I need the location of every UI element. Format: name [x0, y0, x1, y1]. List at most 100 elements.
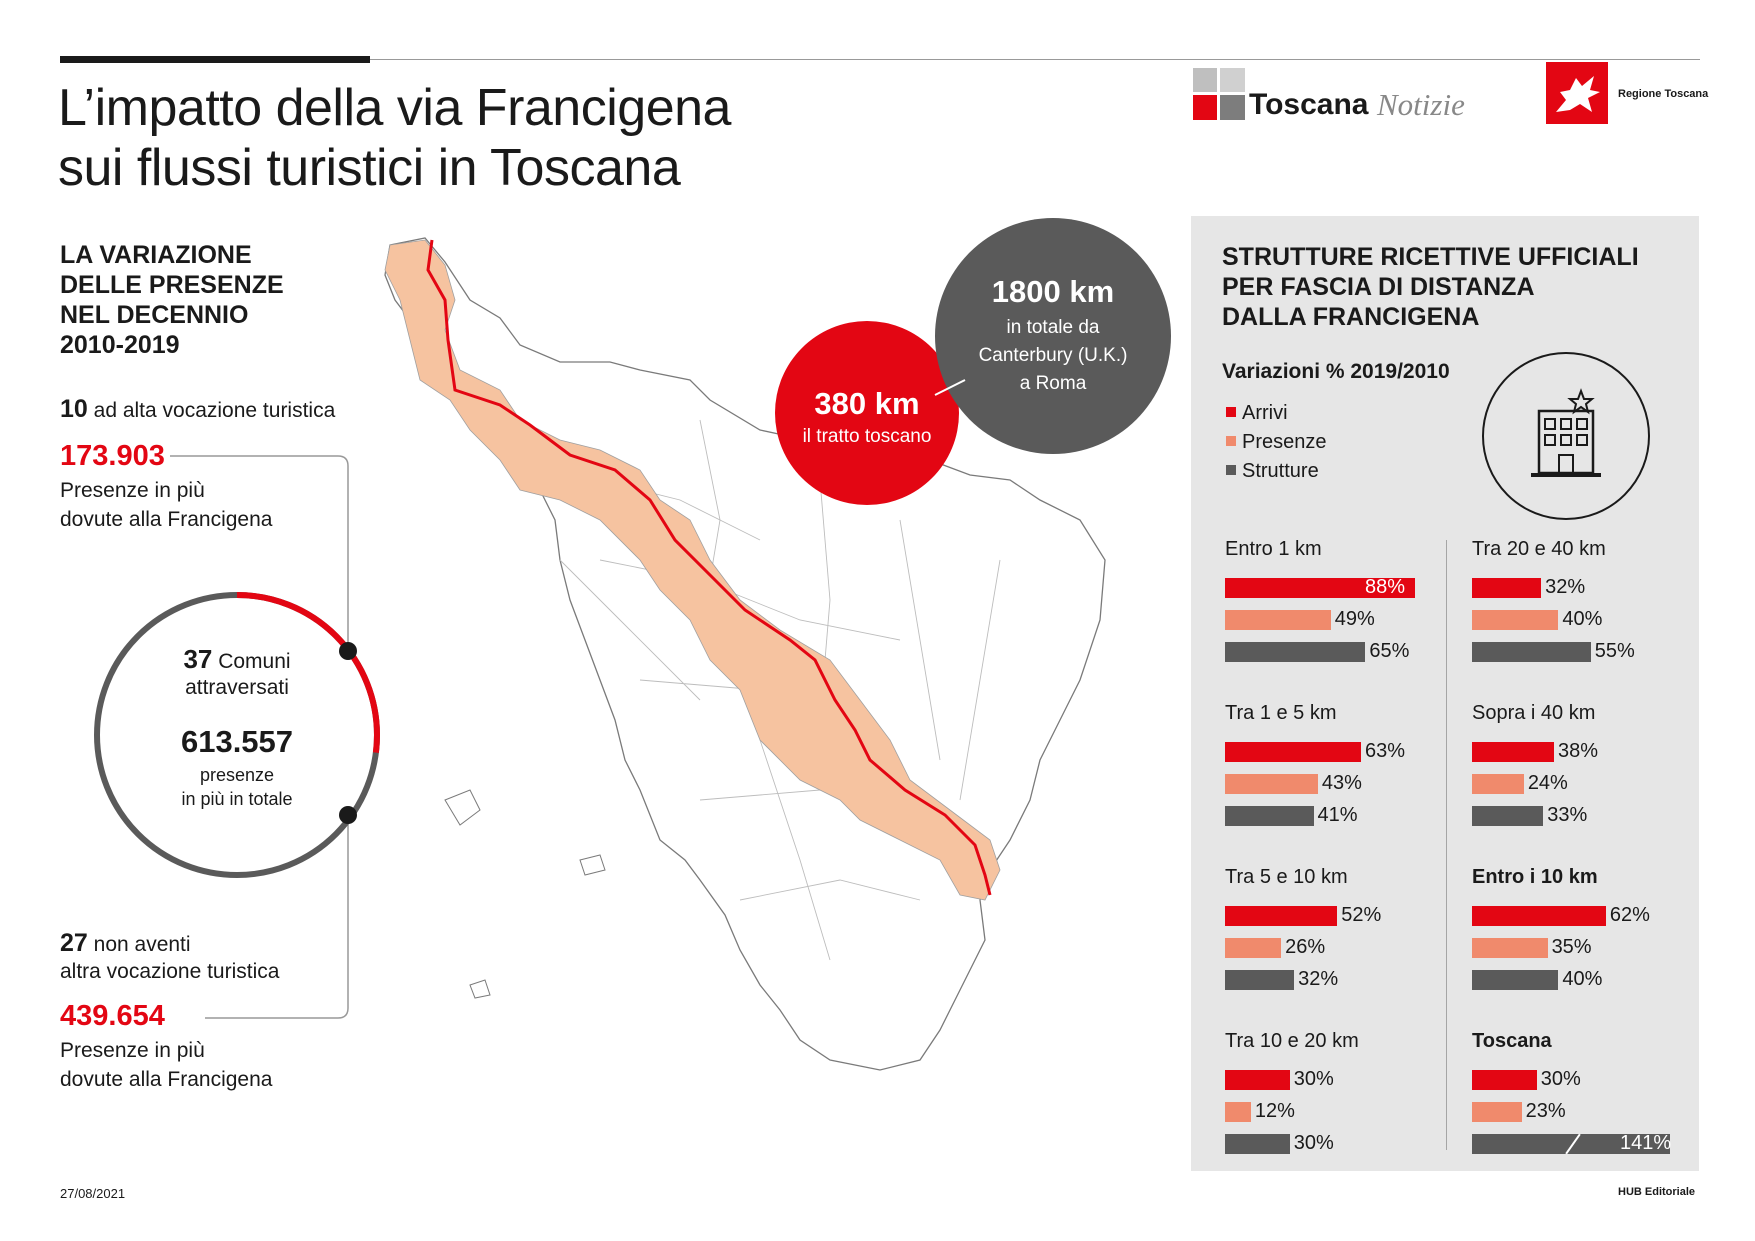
high-vocation-count: 10 [60, 395, 88, 423]
left-heading-line: 2010-2019 [60, 331, 180, 359]
bar-value-label: 40% [1562, 968, 1603, 990]
ring-gap [342, 692, 354, 710]
low-vocation-text-2: altra vocazione turistica [60, 960, 280, 983]
legend-arrivi: Arrivi [1226, 402, 1288, 425]
toscana-notizie-mark-icon [1193, 68, 1245, 120]
footer-date: 27/08/2021 [60, 1186, 126, 1201]
low-vocation-value: 439.654 [60, 1000, 165, 1032]
connector-top [170, 455, 349, 648]
bar-strutture [1225, 970, 1295, 990]
group-label: Tra 20 e 40 km [1472, 538, 1606, 560]
group-label: Tra 1 e 5 km [1225, 702, 1337, 724]
group-label: Tra 10 e 20 km [1225, 1030, 1359, 1052]
bar-value-label: 41% [1317, 804, 1358, 826]
panel-subtitle: Variazioni % 2019/2010 [1222, 360, 1450, 383]
left-heading-line: LA VARIAZIONE [60, 241, 252, 269]
red-km-circle [775, 321, 959, 505]
bar-value-label: 88% [1365, 576, 1406, 598]
bar-presenze [1472, 774, 1524, 794]
bar-presenze [1472, 1102, 1522, 1122]
circle-count-label-2: attraversati [185, 676, 289, 699]
bar-strutture [1472, 970, 1559, 990]
bar-arrivi [1472, 906, 1606, 926]
grey-km-circle [935, 218, 1171, 454]
group-label: Sopra i 40 km [1472, 702, 1596, 724]
legend-swatch [1226, 465, 1236, 475]
toscana-notizie-logo: Toscana Notizie [1193, 64, 1483, 124]
islands [444, 789, 606, 999]
bar-value-label: 24% [1527, 772, 1568, 794]
bar-value-label: 40% [1562, 608, 1603, 630]
footer-credit: HUB Editoriale [1618, 1186, 1696, 1198]
red-circle-label: il tratto toscano [802, 426, 932, 447]
left-heading-line: DELLE PRESENZE [60, 271, 284, 299]
francigena-route [426, 239, 992, 896]
legend-swatch [1226, 407, 1236, 417]
bar-value-label: 12% [1254, 1100, 1295, 1122]
circle-total-line: presenze [199, 765, 275, 785]
group-label: Entro i 10 km [1472, 866, 1598, 888]
legend-label: Presenze [1242, 431, 1327, 453]
bar-value-label: 26% [1285, 936, 1326, 958]
sub-line: dovute alla Francigena [60, 1068, 273, 1091]
regione-toscana-label: Regione Toscana [1618, 88, 1709, 100]
bar-value-label: 49% [1334, 608, 1375, 630]
grey-circle-value: 1800 km [991, 274, 1115, 309]
connector-dot-top [339, 642, 357, 660]
bar-strutture [1225, 806, 1314, 826]
bar-value-label: 30% [1540, 1068, 1581, 1090]
circle-count-label: Comuni [212, 650, 291, 673]
bar-value-label: 38% [1558, 740, 1599, 762]
hotel-icon [1481, 351, 1651, 521]
left-heading: LA VARIAZIONE DELLE PRESENZE NEL DECENNI… [60, 240, 320, 360]
bar-arrivi [1225, 906, 1338, 926]
bar-presenze [1225, 938, 1282, 958]
bar-arrivi [1225, 742, 1362, 762]
legend-presenze: Presenze [1226, 431, 1327, 454]
low-vocation-count: 27 [60, 929, 88, 957]
circle-count: 37 Comuni attraversati [127, 646, 347, 701]
bar-value-label: 141% [1620, 1132, 1672, 1154]
circle-count-number: 37 [183, 644, 213, 674]
low-vocation-text: non aventi [87, 933, 191, 956]
circle-total-label: presenze in più in totale [127, 763, 347, 811]
bar-value-label: 30% [1293, 1068, 1334, 1090]
panel-heading: STRUTTURE RICETTIVE UFFICIALI PER FASCIA… [1222, 242, 1652, 332]
legend-strutture: Strutture [1226, 460, 1319, 483]
bar-value-label: 32% [1545, 576, 1586, 598]
regione-toscana-logo: Regione Toscana [1546, 62, 1709, 124]
page-title: L’impatto della via Francigena sui fluss… [58, 78, 731, 198]
grey-circle-line: in totale da [1006, 317, 1100, 338]
bar-value-label: 65% [1369, 640, 1410, 662]
group-label: Toscana [1472, 1030, 1552, 1052]
legend-label: Strutture [1242, 460, 1319, 482]
high-vocation-ring [94, 592, 380, 878]
bar-presenze [1225, 1102, 1251, 1122]
bar-arrivi [1472, 742, 1555, 762]
high-vocation-value: 173.903 [60, 440, 165, 472]
sub-line: dovute alla Francigena [60, 508, 273, 531]
bar-strutture [1225, 1134, 1290, 1154]
legend-label: Arrivi [1242, 402, 1288, 424]
bar-strutture [1472, 806, 1544, 826]
group-label: Tra 5 e 10 km [1225, 866, 1348, 888]
bar-value-label: 23% [1525, 1100, 1566, 1122]
bar-value-label: 52% [1341, 904, 1382, 926]
bar-value-label: 62% [1609, 904, 1650, 926]
panel-heading-line: DALLA FRANCIGENA [1222, 303, 1480, 331]
bar-value-label: 43% [1321, 772, 1362, 794]
bar-arrivi [1472, 1070, 1537, 1090]
panel-column-divider [1446, 540, 1447, 1150]
bar-strutture [1472, 642, 1591, 662]
title-accent-bar [60, 56, 370, 63]
top-rule [370, 59, 1700, 60]
bar-value-label: 35% [1551, 936, 1592, 958]
bar-value-label: 32% [1298, 968, 1339, 990]
bar-arrivi [1472, 578, 1542, 598]
logo-text-notizie: Notizie [1377, 87, 1465, 122]
connector-bottom [205, 815, 349, 1019]
grey-circle-line: Canterbury (U.K.) [978, 345, 1128, 366]
bar-presenze [1472, 610, 1559, 630]
bar-arrivi [1225, 578, 1415, 598]
